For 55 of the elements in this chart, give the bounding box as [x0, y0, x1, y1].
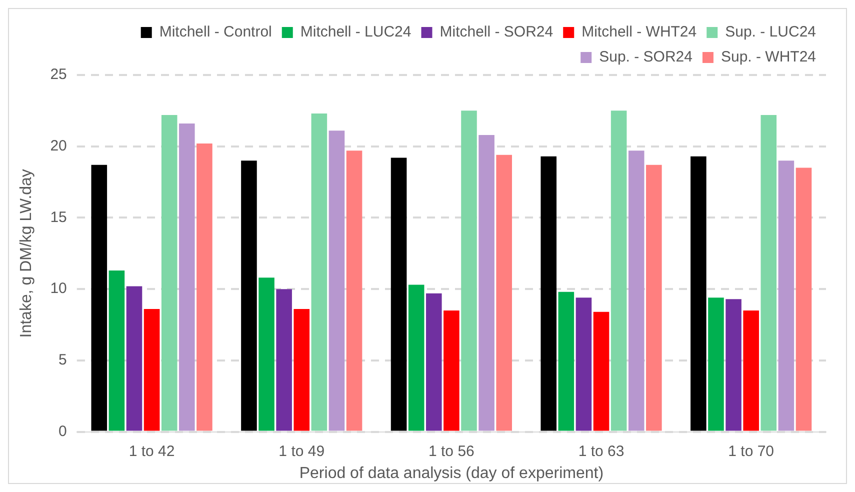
legend-label: Sup. - WHT24 — [720, 48, 816, 66]
x-tick-label: 1 to 56 — [428, 442, 474, 460]
legend-label: Sup. - SOR24 — [599, 48, 692, 66]
bar — [311, 114, 328, 431]
bar — [241, 160, 257, 431]
bar — [496, 154, 512, 431]
legend-label: Sup. - LUC24 — [725, 24, 816, 41]
y-tick-label: 15 — [50, 208, 67, 226]
bar — [478, 134, 494, 431]
bar — [328, 130, 345, 431]
bar — [258, 278, 274, 431]
bar — [179, 124, 195, 431]
bar — [390, 158, 407, 431]
x-tick-label: 1 to 63 — [578, 442, 624, 460]
y-tick-label: 25 — [50, 66, 67, 84]
bar — [708, 298, 724, 431]
bar — [294, 309, 310, 431]
bar — [796, 168, 812, 431]
bar — [690, 156, 706, 431]
bar — [743, 310, 759, 431]
legend-label: Mitchell - WHT24 — [582, 24, 697, 41]
y-tick-label: 10 — [50, 280, 67, 298]
y-axis-title: Intake, g DM/kg LW.day — [18, 169, 36, 338]
legend-label: Mitchell - LUC24 — [300, 24, 412, 41]
x-tick-label: 1 to 70 — [728, 442, 774, 460]
bar — [610, 110, 627, 431]
x-axis-title: Period of data analysis (day of experiment) — [299, 464, 604, 482]
bar — [444, 310, 460, 431]
bar — [196, 144, 212, 431]
y-tick-label: 5 — [58, 352, 67, 369]
legend-label: Mitchell - SOR24 — [440, 24, 554, 41]
bar — [144, 309, 160, 431]
bar — [646, 164, 662, 431]
bar — [161, 114, 178, 431]
bar — [276, 289, 292, 431]
bar — [576, 298, 592, 431]
bar — [726, 299, 742, 431]
bar — [91, 164, 108, 431]
x-tick-label: 1 to 49 — [278, 442, 325, 460]
y-tick-label: 20 — [50, 138, 67, 154]
bar — [408, 284, 424, 431]
bar — [778, 160, 794, 431]
bar — [628, 150, 644, 431]
bar — [760, 114, 777, 431]
bar — [126, 286, 142, 431]
x-tick-label: 1 to 42 — [128, 442, 175, 460]
bar — [426, 293, 442, 431]
bar — [593, 312, 610, 431]
bar — [108, 270, 125, 431]
bar — [558, 292, 574, 431]
y-tick-label: 0 — [58, 422, 67, 440]
legend-label: Mitchell - Control — [159, 24, 272, 41]
bar — [540, 156, 557, 431]
bar — [461, 110, 477, 431]
bar — [346, 150, 362, 431]
